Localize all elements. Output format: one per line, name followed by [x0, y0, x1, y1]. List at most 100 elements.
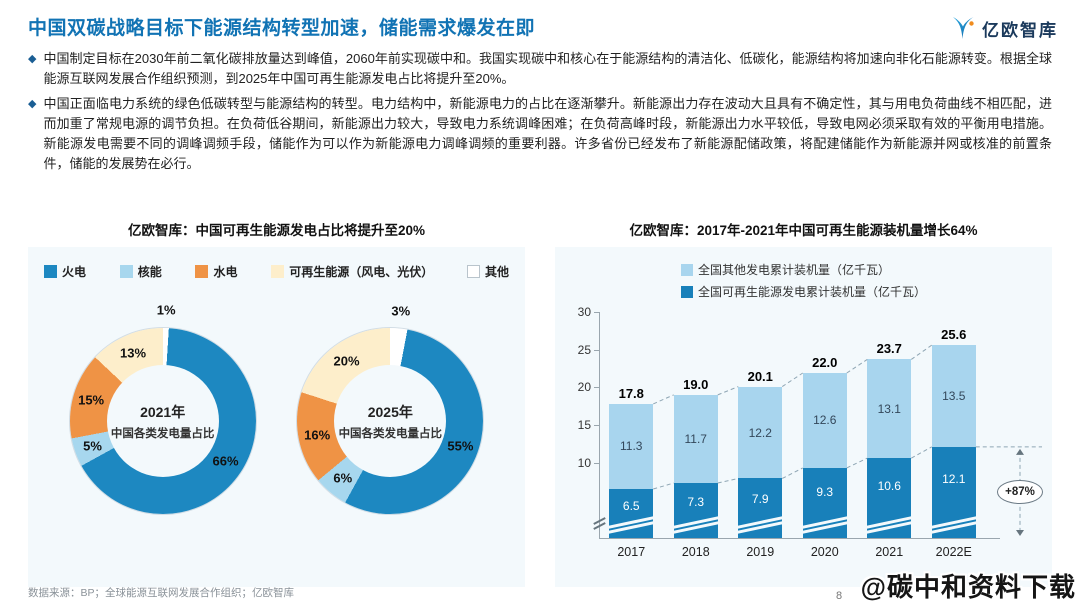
bullet-text: 中国正面临电力系统的绿色低碳转型与能源结构的转型。电力结构中，新能源电力的占比在…	[43, 96, 1052, 171]
legend-swatch-icon	[119, 265, 133, 278]
bar-segment-other	[609, 403, 654, 490]
bar-value-renewable: 7.9	[751, 492, 769, 507]
donut-center: 2021年中国各类发电量占比	[106, 365, 219, 477]
donut-legend: 火电 核能 水电 可再生能源（风电、光伏） 其他	[28, 247, 525, 280]
legend-item: 水电	[195, 263, 237, 280]
donut-center-year: 2021年	[140, 403, 186, 420]
brand-logo-icon	[953, 17, 974, 39]
bar-legend: 全国其他发电累计装机量（亿千瓦） 全国可再生能源发电累计装机量（亿千瓦）	[680, 247, 926, 300]
summary-bullets: ◆ 中国制定目标在2030年前二氧化碳排放量达到峰值，2060年前实现碳中和。我…	[0, 43, 1080, 213]
bar-value-other: 13.1	[877, 401, 901, 416]
legend-label: 火电	[62, 265, 87, 279]
legend-item: 全国可再生能源发电累计装机量（亿千瓦）	[680, 283, 926, 300]
donut-center-year: 2025年	[367, 403, 413, 420]
legend-swatch-icon	[44, 265, 57, 278]
bar-segment-other	[867, 359, 912, 459]
y-tick-label: 10	[577, 455, 591, 470]
renewable-trend-line	[653, 482, 674, 490]
bullet-item: ◆ 中国制定目标在2030年前二氧化碳排放量达到峰值，2060年前实现碳中和。我…	[28, 49, 1052, 89]
y-tick-label: 25	[577, 342, 591, 357]
legend-label: 其他	[484, 265, 509, 279]
bar-total-label: 19.0	[683, 376, 709, 392]
y-tick-mark	[594, 349, 599, 351]
donut-center-caption: 中国各类发电量占比	[110, 427, 215, 440]
bar-value-other: 11.7	[684, 431, 707, 446]
donut-percent-label: 16%	[304, 427, 331, 443]
donut-percent-label: 6%	[333, 470, 353, 486]
y-tick-label: 20	[577, 380, 591, 395]
bar-value-renewable: 7.3	[687, 495, 705, 510]
legend-item: 可再生能源（风电、光伏）	[271, 263, 433, 280]
donut-chart-box: 火电 核能 水电 可再生能源（风电、光伏） 其他 2021年中国各类发电量占比 1% 66%…	[28, 247, 525, 587]
y-tick-mark	[594, 387, 599, 389]
donut-center-caption: 中国各类发电量占比	[338, 427, 443, 440]
legend-swatch-icon	[680, 263, 693, 276]
watermark: @碳中和资料下载	[860, 572, 1076, 602]
bullet-diamond-icon: ◆	[28, 53, 37, 65]
bar-value-other: 13.5	[942, 388, 966, 403]
bar-value-renewable: 10.6	[877, 479, 901, 494]
y-tick-label: 15	[577, 418, 591, 432]
bar-total-label: 25.6	[941, 327, 967, 343]
year-label: 2017	[617, 545, 646, 559]
legend-label: 水电	[213, 265, 238, 279]
year-label: 2022E	[935, 545, 972, 559]
donut-percent-label: 1%	[156, 302, 176, 318]
bullet-diamond-icon: ◆	[28, 98, 37, 110]
y-tick-label: 30	[577, 305, 591, 319]
year-label: 2021	[875, 545, 904, 559]
renewable-trend-line	[717, 477, 739, 484]
legend-item: 核能	[119, 263, 162, 280]
legend-item: 其他	[466, 263, 509, 280]
legend-item: 火电	[44, 263, 86, 280]
donut-percent-label: 55%	[447, 438, 474, 454]
legend-swatch-icon	[271, 265, 285, 278]
y-axis	[599, 312, 600, 538]
bar-segment-other	[673, 394, 718, 483]
bar-value-renewable: 9.3	[816, 485, 834, 500]
donut-percent-label: 3%	[391, 303, 411, 318]
bullet-text: 中国制定目标在2030年前二氧化碳排放量达到峰值，2060年前实现碳中和。我国实…	[43, 51, 1052, 86]
bar-total-label: 17.8	[618, 385, 644, 401]
y-tick-mark	[594, 425, 599, 426]
renewable-trend-line	[911, 446, 932, 459]
donut-percent-label: 13%	[120, 345, 147, 361]
header: 中国双碳战略目标下能源结构转型加速，储能需求爆发在即 亿欧智库	[0, 0, 1080, 43]
data-source: 数据来源：BP；全球能源互联网发展合作组织；亿欧智库	[28, 587, 295, 599]
annotation-bubble: +87%	[997, 480, 1043, 505]
brand-logo-text: 亿欧智库	[982, 20, 1058, 40]
x-axis	[599, 538, 1000, 539]
bar-value-renewable: 12.1	[942, 471, 966, 486]
legend-label: 可再生能源（风电、光伏）	[289, 265, 434, 279]
legend-label: 全国其他发电累计装机量（亿千瓦）	[697, 263, 890, 277]
bar-value-renewable: 6.5	[622, 499, 640, 514]
brand-logo: 亿欧智库	[950, 15, 1058, 41]
bar-total-label: 22.0	[812, 355, 838, 371]
renewable-trend-line	[846, 457, 868, 469]
donut-chart: 2025年中国各类发电量占比 3% 55% 6% 16% 20%	[297, 303, 484, 514]
bar-segment-other	[738, 386, 783, 479]
renewable-trend-line	[782, 467, 803, 479]
annotation-arrow-down-icon	[1016, 530, 1024, 536]
y-tick-mark	[594, 312, 599, 313]
legend-item: 全国其他发电累计装机量（亿千瓦）	[680, 261, 926, 278]
bar-value-other: 12.2	[748, 425, 772, 440]
bullet-item: ◆ 中国正面临电力系统的绿色低碳转型与能源结构的转型。电力结构中，新能源电力的占…	[28, 94, 1052, 174]
donut-percent-label: 15%	[78, 392, 105, 408]
legend-swatch-icon	[680, 285, 693, 298]
year-label: 2018	[681, 545, 710, 559]
donut-center: 2025年中国各类发电量占比	[334, 365, 447, 477]
donut-percent-label: 20%	[333, 353, 360, 369]
donut-chart: 2021年 中国各类发电量占比 1% 66% 5% 15% 13%	[69, 303, 256, 514]
right-chart-title: 亿欧智库：2017年-2021年中国可再生能源装机量增长64%	[629, 223, 978, 238]
legend-label: 全国可再生能源发电累计装机量（亿千瓦）	[697, 285, 926, 299]
y-tick-mark	[594, 462, 599, 464]
bar-segment-other	[931, 345, 976, 447]
left-chart-title: 亿欧智库：中国可再生能源发电占比将提升至20%	[127, 223, 426, 238]
bar-chart-box: 全国其他发电累计装机量（亿千瓦） 全国可再生能源发电累计装机量（亿千瓦） 10 15…	[555, 247, 1052, 587]
page-number: 8	[836, 590, 843, 602]
donut-percent-label: 66%	[212, 453, 239, 469]
bar-chart-panel: 亿欧智库：2017年-2021年中国可再生能源装机量增长64% 全国其他发电累计…	[555, 215, 1052, 587]
legend-swatch-icon	[195, 265, 209, 278]
bar-total-label: 23.7	[876, 341, 902, 357]
